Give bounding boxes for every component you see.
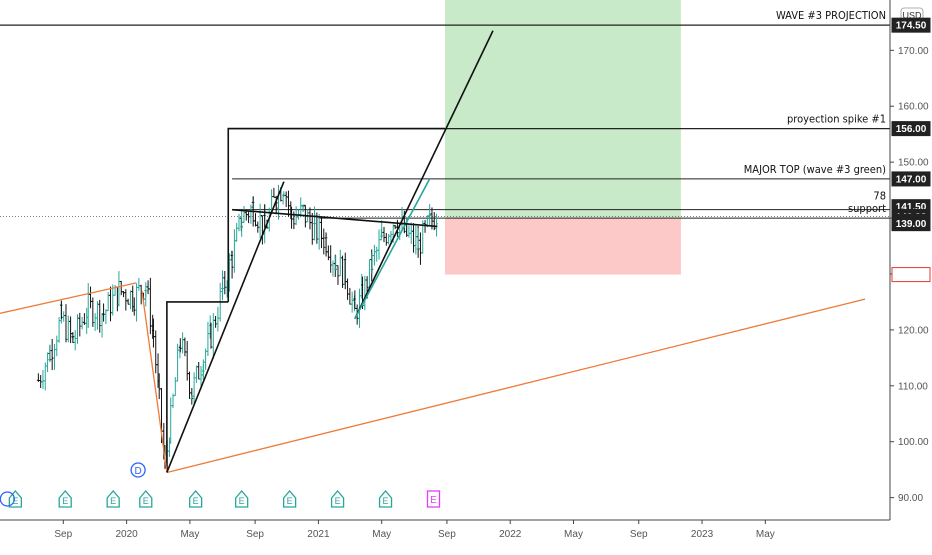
y-tick-label: 100.00 [898, 437, 929, 448]
earnings-icon-label: E [62, 496, 68, 506]
x-tick-label: Sep [246, 529, 264, 540]
upcoming-earnings-icon [426, 490, 441, 508]
trendline-0 [0, 282, 137, 315]
dividend-icon-label: D [134, 466, 141, 477]
step-line-0 [166, 301, 229, 473]
earnings-icon-label: E [143, 496, 149, 506]
price-tag-label: 156.00 [896, 124, 927, 135]
event-markers: E E E E E E E E E E D [0, 462, 441, 508]
currency-label: USD [902, 11, 922, 21]
target-zone [445, 0, 681, 219]
x-tick-label: 2022 [499, 529, 522, 540]
y-tick-label: 170.00 [898, 46, 929, 57]
x-tick-label: May [180, 529, 199, 540]
step-line-1 [227, 127, 445, 302]
level-label-3: 78 [873, 190, 886, 203]
trendline-3 [166, 181, 285, 473]
price-tag-label: 141.50 [896, 202, 927, 213]
level-label-5: support [848, 202, 886, 215]
y-tick-label: 110.00 [898, 381, 928, 392]
earnings-icon [58, 490, 72, 508]
horizontal-levels: WAVE #3 PROJECTION proyection spike #1 MAJ… [0, 9, 890, 219]
trendline-4 [354, 30, 494, 320]
x-tick-label: May [564, 529, 583, 540]
price-tag-label: 174.50 [896, 21, 927, 32]
price-tag [891, 171, 931, 187]
price-tag [891, 17, 931, 33]
earnings-icon [282, 490, 297, 508]
x-tick-label: 2021 [307, 529, 330, 540]
y-tick-label: 160.00 [898, 102, 929, 113]
earnings-icon [235, 490, 249, 508]
y-tick-label: 150.00 [898, 158, 929, 169]
x-tick-label: May [372, 529, 391, 540]
earnings-icon [188, 490, 203, 508]
price-tag-label: 139.00 [896, 219, 927, 230]
earnings-icon-label: E [193, 496, 199, 506]
price-tag-label: 129.89 [896, 270, 927, 281]
level-label-1: proyection spike #1 [787, 113, 886, 126]
stop-zone [445, 218, 681, 275]
earnings-icon [139, 490, 153, 508]
earnings-icon [378, 490, 393, 508]
earnings-icon-label: E [239, 496, 245, 506]
earnings-icon [106, 490, 120, 508]
earnings-icon-label: E [110, 496, 116, 506]
trendline-5 [354, 178, 431, 320]
x-tick-label: May [756, 529, 775, 540]
trendline-2 [166, 298, 866, 474]
price-tag-label: 147.00 [896, 174, 927, 185]
earnings-icon-label: E [383, 496, 389, 506]
earnings-icon-label: E [287, 496, 293, 506]
price-tag [891, 267, 931, 283]
time-axis[interactable]: Sep 2020 May Sep 2021 May Sep 2022 May Sep 2023 May [0, 519, 890, 540]
earnings-icon [330, 490, 345, 508]
earnings-icon-label: E [12, 496, 18, 506]
trendline-1 [141, 290, 168, 473]
level-label-0: WAVE #3 PROJECTION [776, 9, 886, 22]
upcoming-earnings-icon-label: E [430, 495, 437, 506]
x-tick-label: Sep [54, 529, 72, 540]
trendline-6 [232, 208, 438, 228]
drawn-trendlines [0, 30, 866, 474]
dividend-icon [130, 462, 146, 478]
x-tick-label: Sep [438, 529, 456, 540]
earnings-icon-label: E [335, 496, 341, 506]
dividend-outline-icon [0, 491, 15, 507]
level-label-2: MAJOR TOP (wave #3 green) [744, 163, 886, 176]
price-tag [891, 216, 931, 232]
y-tick-label: 120.00 [898, 325, 929, 336]
price-tags: 174.50156.00147.00141.50140.28140.00139.… [891, 17, 931, 283]
x-tick-label: 2020 [115, 529, 138, 540]
position-zones [445, 0, 681, 275]
x-tick-label: Sep [630, 529, 648, 540]
y-tick-label: 90.00 [898, 493, 923, 504]
x-tick-label: 2023 [691, 529, 714, 540]
price-tag [891, 121, 931, 137]
price-bars [36, 184, 439, 472]
